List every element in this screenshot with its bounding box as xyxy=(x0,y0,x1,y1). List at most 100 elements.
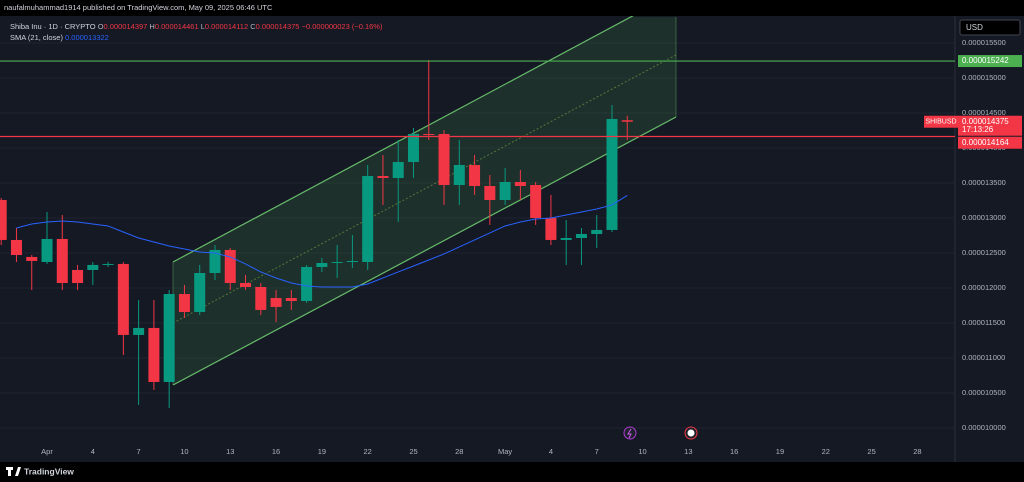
x-tick-label: 13 xyxy=(226,447,234,456)
y-tick-label: 0.000014500 xyxy=(962,108,1006,117)
candle-body xyxy=(591,229,603,235)
axes: 0.000010000 0.000010500 0.000011000 0.00001… xyxy=(41,38,1022,456)
sma-line xyxy=(16,195,628,288)
y-tick-label: 0.000012500 xyxy=(962,248,1006,257)
ohlc-value: 0.000014112 xyxy=(205,22,248,31)
x-tick-label: 28 xyxy=(455,447,463,456)
ohlc-letter: H xyxy=(149,22,154,31)
symbol: Shiba Inu · 1D · CRYPTO xyxy=(10,22,96,31)
ticker: SHIBUSD xyxy=(925,119,956,126)
y-tick-label: 0.000013000 xyxy=(962,213,1006,222)
chart-pane xyxy=(0,16,1024,462)
candle-body xyxy=(270,297,282,307)
x-tick-label: 10 xyxy=(638,447,646,456)
event-bolt xyxy=(627,428,632,439)
candle-body xyxy=(102,263,114,265)
logo xyxy=(6,467,21,476)
ohlc-value: 0.000014461 xyxy=(155,22,199,31)
legend-ohlc: Shiba Inu · 1D · CRYPTO O0.000014397 H0.… xyxy=(10,22,383,31)
candle-body xyxy=(240,283,252,287)
candle-body xyxy=(606,119,618,230)
candle-body xyxy=(255,287,267,310)
candle-body xyxy=(484,185,496,200)
x-tick-label: 22 xyxy=(822,447,830,456)
x-tick-label: 25 xyxy=(409,447,417,456)
candle-body xyxy=(209,249,221,273)
candle-body xyxy=(316,262,328,267)
candle-body xyxy=(438,133,450,186)
channel-middle xyxy=(172,54,677,324)
grid xyxy=(0,42,955,429)
candle-body xyxy=(41,238,53,263)
candle-body xyxy=(469,164,481,186)
x-tick-label: 13 xyxy=(684,447,692,456)
ohlc-value: 0.000014375 xyxy=(256,22,300,31)
channel-lower xyxy=(172,116,677,386)
x-tick-label: May xyxy=(498,447,512,456)
candle-body xyxy=(163,294,175,382)
x-tick-label: 7 xyxy=(137,447,141,456)
brand[interactable]: TradingView xyxy=(24,466,74,476)
candle-body xyxy=(72,269,84,284)
candle-body xyxy=(224,249,236,284)
y-tick-label: 0.000010000 xyxy=(962,423,1006,432)
candle-body xyxy=(514,182,526,186)
plot xyxy=(0,59,955,408)
candle-body xyxy=(301,266,313,301)
x-tick-label: 25 xyxy=(867,447,875,456)
level-label: 0.000014164 xyxy=(962,138,1009,147)
channel-fill xyxy=(173,17,676,385)
candle-body xyxy=(346,260,358,263)
event-icon[interactable] xyxy=(623,426,637,440)
candle-body xyxy=(423,133,435,135)
candle-body xyxy=(392,161,404,179)
candle-body xyxy=(621,120,633,122)
candle-body xyxy=(87,264,99,270)
candle-body xyxy=(407,133,419,162)
candle-body xyxy=(148,327,160,382)
level-label: 0.000015242 xyxy=(962,56,1009,65)
publisher: naufalmuhammad1914 published on TradingV… xyxy=(4,3,273,12)
candle-body xyxy=(560,238,572,240)
candle-body xyxy=(0,199,7,240)
y-tick-label: 0.000015000 xyxy=(962,73,1006,82)
sma-value: 0.000013322 xyxy=(65,33,109,42)
level-tag xyxy=(958,55,1022,68)
footer xyxy=(0,462,1024,482)
candle-body xyxy=(362,175,374,263)
y-tick-label: 0.000015500 xyxy=(962,38,1006,47)
x-tick-label: 4 xyxy=(549,447,553,456)
y-tick-label: 0.000011000 xyxy=(962,353,1005,362)
currency[interactable]: USD xyxy=(966,23,983,32)
x-tick-label: 10 xyxy=(180,447,188,456)
candle-body xyxy=(133,327,145,335)
ohlc-letter: O xyxy=(98,22,104,31)
candle-body xyxy=(530,185,542,218)
y-tick-label: 0.000010500 xyxy=(962,388,1006,397)
y-tick-label: 0.000011500 xyxy=(962,318,1005,327)
last-price: 0.000014375 xyxy=(962,117,1009,126)
candle-body xyxy=(26,256,38,261)
x-tick-label: 19 xyxy=(318,447,326,456)
x-tick-label: 19 xyxy=(776,447,784,456)
last-price-tag xyxy=(958,115,1022,136)
x-tick-label: 28 xyxy=(913,447,921,456)
x-tick-label: 16 xyxy=(730,447,738,456)
change: −0.000000023 (−0.16%) xyxy=(302,22,383,31)
legend-sma: SMA (21, close) 0.000013322 xyxy=(10,33,109,42)
candle-body xyxy=(56,238,68,284)
candle-body xyxy=(331,262,343,264)
x-tick-label: 16 xyxy=(272,447,280,456)
x-tick-label: Apr xyxy=(41,447,53,456)
ohlc-letter: L xyxy=(201,22,205,31)
level-tag xyxy=(958,136,1022,149)
event-flag xyxy=(687,429,695,437)
ticker-tag xyxy=(924,115,958,128)
currency-box[interactable] xyxy=(959,19,1021,36)
x-tick-label: 4 xyxy=(91,447,95,456)
candle-body xyxy=(377,175,389,179)
sma-name: SMA (21, close) xyxy=(10,33,63,42)
candle-body xyxy=(10,239,22,256)
candle-body xyxy=(499,182,511,200)
